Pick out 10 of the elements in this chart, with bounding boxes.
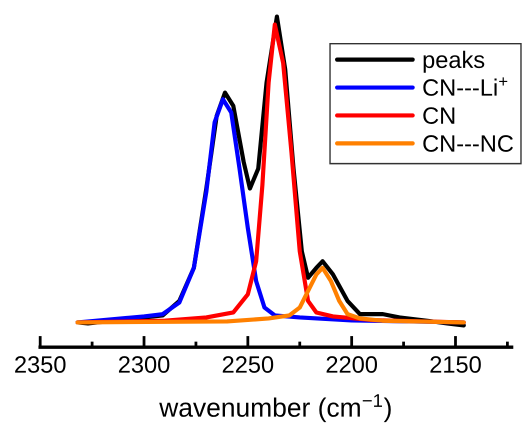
x-tick-label: 2250 [222,356,274,373]
x-tick-label: 2150 [430,356,481,373]
x-axis-title: wavenumber (cm$^{−1}$) [159,394,391,422]
legend-label: CN [423,107,454,124]
x-tick-label: 2350 [15,356,66,373]
legend-label: peaks [424,50,484,73]
legend-label: CN---Li$^{+}$ [423,77,508,96]
legend-label: CN---NC [423,135,514,152]
x-tick-label: 2300 [118,356,170,373]
x-tick-label: 2200 [326,356,378,373]
